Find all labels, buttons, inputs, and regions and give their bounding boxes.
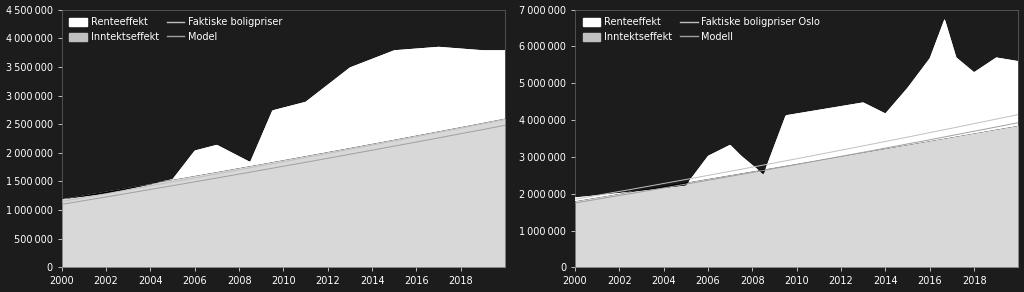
Legend: Renteeffekt, Inntektseffekt, Faktiske boligpriser, Model: Renteeffekt, Inntektseffekt, Faktiske bo… [65, 13, 288, 47]
Legend: Renteeffekt, Inntektseffekt, Faktiske boligpriser Oslo, Modell: Renteeffekt, Inntektseffekt, Faktiske bo… [578, 13, 825, 47]
